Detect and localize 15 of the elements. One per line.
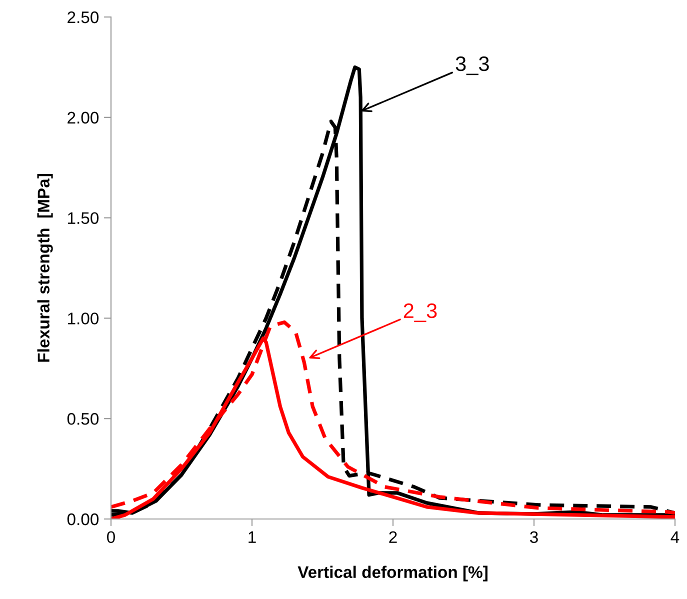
annotation: 2_3 <box>404 303 437 322</box>
x-axis-title: Vertical deformation [%] <box>298 566 488 582</box>
y-tick-label: 1.50 <box>68 212 99 224</box>
y-tick-label: 0.00 <box>67 513 99 526</box>
x-tick-label: 4 <box>670 531 680 543</box>
y-tick-label: 2.50 <box>68 11 99 24</box>
y-tick-label: 1.00 <box>68 312 99 324</box>
annotation: 3_3 <box>456 56 489 76</box>
x-tick-label: 1 <box>248 531 256 543</box>
y-tick-label: 2.00 <box>68 112 99 124</box>
y-axis-title: Flexural strength [MPa] <box>37 174 53 362</box>
x-tick-label: 2 <box>389 531 397 543</box>
x-tick-label: 3 <box>530 531 538 544</box>
y-tick-label: 0.50 <box>67 413 99 425</box>
x-tick-label: 0 <box>107 531 115 544</box>
